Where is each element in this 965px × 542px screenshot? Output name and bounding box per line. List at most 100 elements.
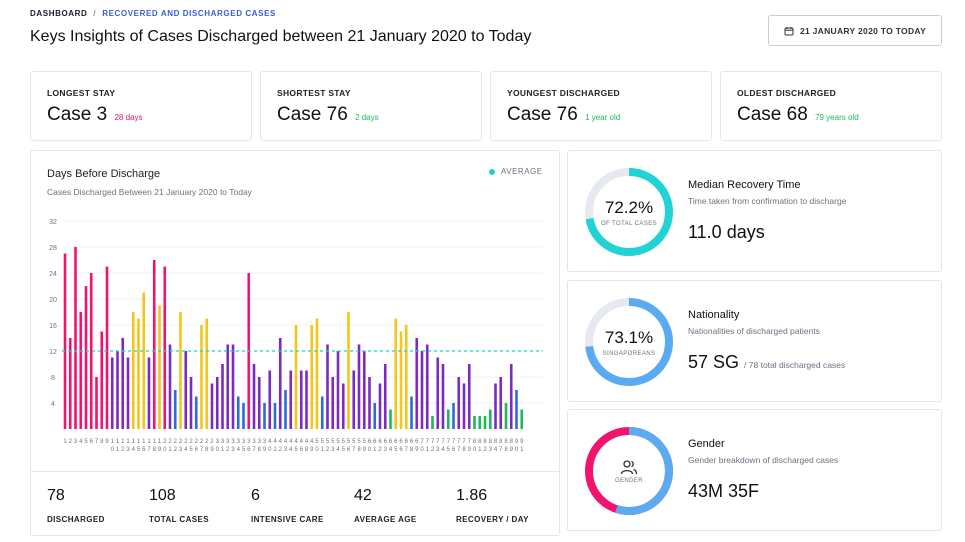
bar-case-23[interactable] bbox=[179, 312, 182, 429]
bar-case-62[interactable] bbox=[378, 383, 382, 430]
x-tick-label-ones: 9 bbox=[363, 447, 367, 453]
bar-case-91[interactable] bbox=[520, 409, 524, 430]
bar-case-7[interactable] bbox=[95, 377, 98, 429]
bar-case-28[interactable] bbox=[205, 318, 209, 430]
bar-case-5[interactable] bbox=[84, 286, 88, 429]
bar-case-77[interactable] bbox=[457, 377, 461, 429]
bar-case-19[interactable] bbox=[158, 305, 161, 430]
bar-case-71[interactable] bbox=[425, 344, 429, 430]
bar-case-31[interactable] bbox=[221, 364, 224, 429]
bar-case-48[interactable] bbox=[305, 370, 308, 430]
bar-case-46[interactable] bbox=[299, 370, 303, 430]
bar-case-39[interactable] bbox=[263, 403, 266, 429]
bar-case-44[interactable] bbox=[289, 370, 293, 430]
bar-case-79[interactable] bbox=[467, 364, 471, 429]
bar-case-55[interactable] bbox=[341, 383, 345, 430]
bar-case-60[interactable] bbox=[368, 377, 371, 429]
bar-case-42[interactable] bbox=[278, 338, 282, 429]
bar-case-80[interactable] bbox=[473, 416, 476, 429]
bar-case-75[interactable] bbox=[446, 409, 450, 430]
bar-case-11[interactable] bbox=[116, 351, 119, 429]
bar-case-59[interactable] bbox=[362, 351, 366, 429]
x-tick-label: 4 bbox=[273, 439, 277, 445]
bar-case-78[interactable] bbox=[462, 383, 466, 430]
bar-case-63[interactable] bbox=[383, 364, 387, 429]
bar-case-27[interactable] bbox=[200, 325, 203, 429]
bar-case-20[interactable] bbox=[163, 266, 167, 430]
bar-case-40[interactable] bbox=[268, 370, 272, 430]
chart-legend[interactable]: AVERAGE bbox=[489, 167, 543, 176]
bar-case-90[interactable] bbox=[515, 390, 518, 429]
bar-case-12[interactable] bbox=[121, 338, 125, 429]
bar-case-6[interactable] bbox=[89, 273, 93, 429]
bar-case-61[interactable] bbox=[373, 403, 377, 429]
bar-case-9[interactable] bbox=[105, 266, 109, 430]
bar-case-16[interactable] bbox=[142, 292, 146, 430]
bar-case-32[interactable] bbox=[226, 344, 230, 430]
bar-case-83[interactable] bbox=[488, 409, 492, 430]
bar-case-14[interactable] bbox=[131, 312, 135, 429]
bar-case-54[interactable] bbox=[336, 351, 340, 429]
bar-case-52[interactable] bbox=[326, 344, 329, 430]
bar-case-17[interactable] bbox=[147, 357, 151, 430]
breadcrumb-current[interactable]: RECOVERED AND DISCHARGED CASES bbox=[102, 9, 276, 18]
x-tick-label: 1 bbox=[121, 439, 125, 445]
bar-case-26[interactable] bbox=[194, 396, 198, 430]
bar-case-70[interactable] bbox=[420, 351, 424, 429]
x-tick-label: 8 bbox=[489, 439, 493, 445]
bar-case-21[interactable] bbox=[168, 344, 172, 430]
bar-case-49[interactable] bbox=[310, 325, 314, 429]
bar-case-89[interactable] bbox=[509, 364, 513, 429]
bar-case-84[interactable] bbox=[494, 383, 497, 430]
bar-case-69[interactable] bbox=[415, 338, 419, 429]
bar-case-81[interactable] bbox=[478, 416, 482, 429]
bar-case-66[interactable] bbox=[399, 331, 403, 430]
bar-case-8[interactable] bbox=[100, 331, 104, 430]
bar-case-51[interactable] bbox=[320, 396, 324, 430]
bar-case-3[interactable] bbox=[74, 247, 77, 429]
bar-case-57[interactable] bbox=[352, 370, 356, 430]
bar-case-22[interactable] bbox=[173, 390, 177, 429]
bar-case-45[interactable] bbox=[294, 325, 298, 429]
date-range-button[interactable]: 21 JANUARY 2020 TO TODAY bbox=[768, 15, 942, 46]
bar-case-82[interactable] bbox=[483, 416, 487, 429]
bar-case-13[interactable] bbox=[126, 357, 130, 430]
bar-case-35[interactable] bbox=[242, 403, 245, 429]
bar-case-15[interactable] bbox=[137, 318, 140, 430]
bar-case-68[interactable] bbox=[410, 396, 413, 430]
breadcrumb-root[interactable]: DASHBOARD bbox=[30, 9, 88, 18]
bar-case-34[interactable] bbox=[236, 396, 240, 430]
bar-case-30[interactable] bbox=[215, 377, 219, 429]
ring-percent: 72.2% bbox=[604, 197, 654, 217]
bar-case-76[interactable] bbox=[452, 403, 455, 429]
bar-case-87[interactable] bbox=[499, 377, 503, 429]
bar-case-53[interactable] bbox=[331, 377, 335, 429]
bar-case-37[interactable] bbox=[252, 364, 256, 429]
bar-case-88[interactable] bbox=[504, 403, 508, 429]
bar-case-18[interactable] bbox=[152, 260, 156, 429]
bar-case-50[interactable] bbox=[315, 318, 319, 430]
bar-case-10[interactable] bbox=[110, 357, 114, 430]
bar-case-25[interactable] bbox=[189, 377, 193, 429]
bar-case-58[interactable] bbox=[357, 344, 361, 430]
bar-case-73[interactable] bbox=[436, 357, 440, 430]
bar-case-67[interactable] bbox=[404, 325, 408, 429]
bar-case-4[interactable] bbox=[79, 312, 83, 429]
bar-case-64[interactable] bbox=[389, 409, 392, 430]
bar-case-43[interactable] bbox=[284, 390, 287, 429]
insight-value-sub: / 78 total discharged cases bbox=[744, 360, 846, 370]
x-tick-label: 4 bbox=[268, 439, 272, 445]
bar-case-56[interactable] bbox=[347, 312, 350, 429]
bar-case-72[interactable] bbox=[431, 416, 434, 429]
ring-fill bbox=[585, 298, 673, 386]
bar-case-29[interactable] bbox=[210, 383, 214, 430]
bar-case-2[interactable] bbox=[68, 338, 72, 429]
bar-case-33[interactable] bbox=[231, 344, 235, 430]
bar-case-74[interactable] bbox=[441, 364, 445, 429]
x-tick-label-ones: 8 bbox=[153, 447, 157, 453]
bar-case-38[interactable] bbox=[257, 377, 261, 429]
bar-case-1[interactable] bbox=[63, 253, 67, 430]
bar-case-41[interactable] bbox=[273, 403, 277, 429]
bar-case-24[interactable] bbox=[184, 351, 188, 429]
bar-case-65[interactable] bbox=[394, 318, 398, 430]
